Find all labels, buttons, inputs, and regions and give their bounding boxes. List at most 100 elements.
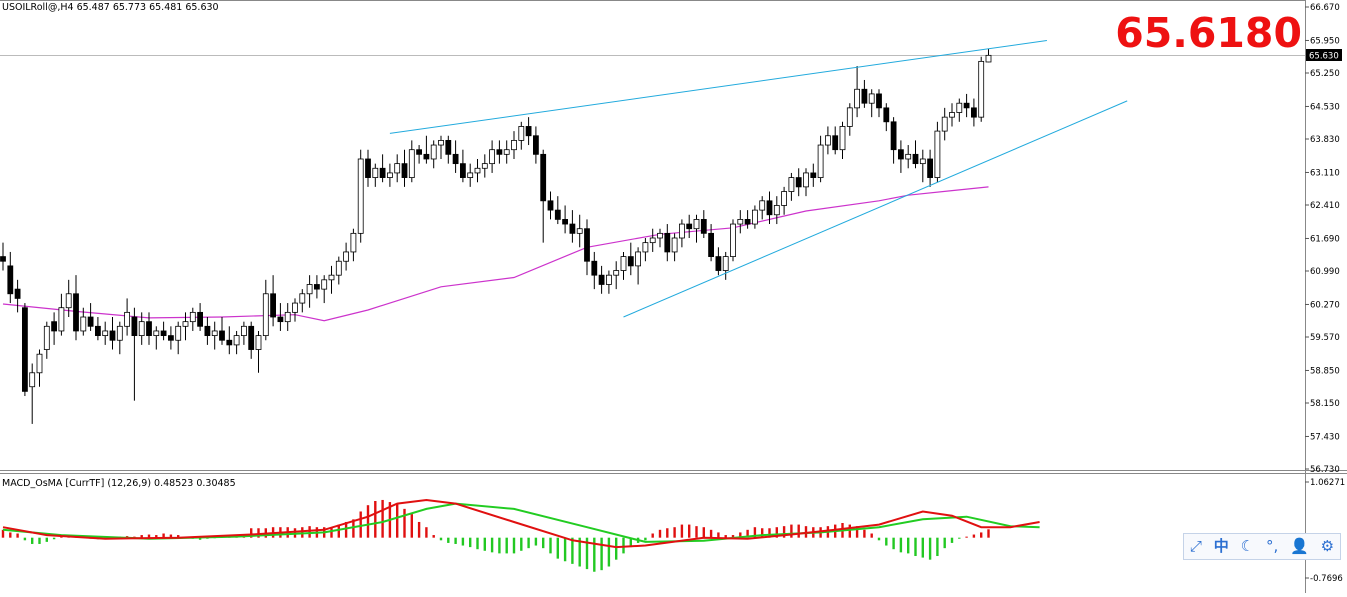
candle-bear [664,232,671,253]
candle-bull [211,330,218,337]
indicator-axis-ticks: 1.06271 -0.7696 [1305,478,1345,584]
moving-average [2,186,989,322]
price-badge-bg [1306,49,1342,61]
candle-bull [803,172,809,188]
signal-line [2,502,1040,543]
candle-bear [204,325,211,337]
price-tick-label: 57.430 [1310,432,1340,442]
candle-bull [43,325,50,350]
candle-bear [927,158,933,178]
big-price-label: 65.6180 [1115,9,1302,57]
candle-bear [277,316,284,323]
candle-bull [116,325,123,341]
candle-bull [839,126,846,151]
candle-bull [102,330,109,337]
moon-icon[interactable]: ☾ [1240,537,1255,555]
candle-bull [679,223,685,239]
input-mode-button[interactable]: 中 [1213,537,1229,555]
candle-bull [722,256,729,271]
candle-bull [240,325,247,337]
candle-bull [657,232,663,239]
candle-bear [14,288,21,299]
candle-bull [36,353,43,374]
candle-bear [547,200,554,211]
candle-bull [65,293,72,309]
candle-bull [613,270,620,276]
candle-bear [459,163,466,178]
trendlines[interactable] [389,39,1128,318]
candle-bull [649,237,656,244]
candle-bear [197,311,204,327]
price-tick-label: 60.270 [1310,300,1340,310]
candle-bear [248,325,255,350]
candle-bear [0,256,6,262]
candle-bear [554,209,561,220]
candle-bear [95,325,101,337]
candle-bear [627,256,634,267]
candle-bull [386,172,393,178]
gear-icon[interactable]: ⚙ [1320,537,1335,555]
candle-bull [372,167,379,178]
candle-bull [956,102,963,113]
punctuation-icon[interactable]: °, [1265,537,1279,555]
candle-bull [503,149,510,155]
candle-bear [51,321,57,332]
candle-bear [832,135,839,151]
candle-bull [905,153,912,160]
candle-bear [861,88,868,104]
candle-bull [438,139,444,146]
candle-bear [445,139,452,155]
price-axis-ticks: 66.670 65.950 65.250 64.530 63.830 63.110 62.4… [1305,3,1340,475]
candle-bull [321,279,328,290]
price-tick-label: 59.570 [1310,333,1340,343]
candle-bull [978,60,985,118]
candle-bull [306,284,313,295]
candle-bull [518,126,525,141]
candle-bear [766,200,773,216]
price-tick-label: 64.530 [1310,102,1340,112]
candle-bull [124,311,130,327]
candle-bear [598,274,605,285]
candle-bull [737,219,744,225]
candle-bull [481,163,488,169]
candle-bull [335,260,342,276]
candle-bear [270,293,277,318]
expand-icon[interactable]: ⤢ [1189,537,1202,555]
candle-bear [365,158,371,178]
candle-bear [452,153,459,165]
candle-bear [87,316,94,327]
candle-bear [686,223,693,230]
candle-bear [708,232,714,257]
candle-bull [868,93,875,104]
candle-bear [569,223,576,234]
price-tick-label: 65.250 [1310,69,1340,79]
candle-bull [635,251,641,267]
candle-bear [898,149,904,160]
candle-bull [781,191,787,206]
candle-bull [408,149,415,178]
candle-bear [584,228,590,262]
price-tick-label: 61.690 [1310,234,1340,244]
candle-bear [109,330,116,341]
candle-bear [167,335,174,341]
candle-bear [744,219,751,225]
candle-bear [963,102,970,109]
trendline[interactable] [389,39,1047,134]
trendline[interactable] [623,100,1128,318]
indicator-title: MACD_OsMA [CurrTF] (12,26,9) 0.48523 0.3… [2,478,236,489]
candle-bull [29,372,36,388]
user-icon[interactable]: 👤 [1290,537,1309,555]
candle-bull [606,274,612,285]
candle-bull [846,107,853,127]
candle-bear [423,153,430,160]
candle-bull [825,135,831,146]
candle-bear [7,265,14,295]
candle-bear [540,153,547,202]
price-tick-label: 62.410 [1310,201,1340,211]
candle-bear [533,135,539,155]
price-tick-label: 63.830 [1310,135,1340,145]
candle-bear [700,219,707,234]
candle-bull [189,311,196,323]
candle-bear [525,126,532,137]
